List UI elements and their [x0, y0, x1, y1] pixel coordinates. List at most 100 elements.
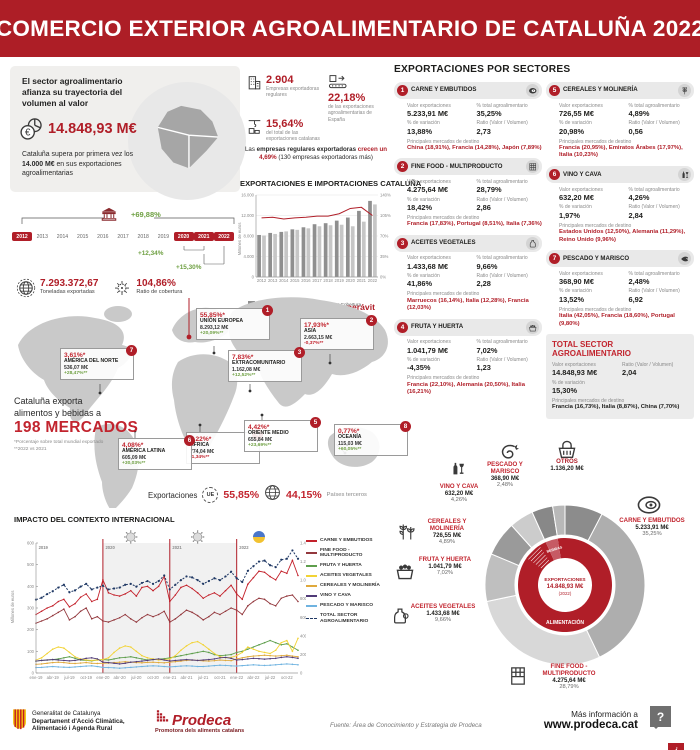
timeline-year: 2019 — [157, 233, 170, 240]
svg-text:2014: 2014 — [279, 278, 289, 283]
growth-2021: +12,34% — [138, 250, 164, 257]
donut-slice-value: 1.433,68 M€ — [426, 610, 460, 617]
field-label: % total agroalimentario — [476, 102, 528, 109]
svg-text:1.400: 1.400 — [300, 541, 306, 546]
senyera-shield-icon — [12, 708, 27, 735]
map-region-card: 3 7,83%* EXTRACOMUNITARIO 1.162,08 M€ +1… — [228, 347, 305, 383]
map-region-card: 5 4,42%* ORIENTE MEDIO 655,84 M€ +23,69%… — [244, 417, 321, 453]
region-number-badge: 7 — [126, 345, 137, 356]
field-label: Valor exportaciones — [559, 270, 603, 277]
sector-card: 5 CEREALES Y MOLINERÍA Valor exportacion… — [546, 82, 694, 160]
crane-hook-icon — [246, 118, 263, 142]
svg-text:8.000: 8.000 — [244, 234, 255, 239]
donut-slice-value: 1.136,20 M€ — [550, 465, 584, 472]
tonnes-exported: 7.293.372,67 — [40, 278, 99, 289]
region-name: ORIENTE MEDIO — [248, 430, 289, 436]
sector-share: 4,26% — [628, 192, 650, 202]
svg-text:jul-22: jul-22 — [264, 675, 276, 680]
sector-name: FRUTA Y HUERTA — [411, 323, 464, 331]
donut-slice-pct: 4,26% — [450, 496, 468, 503]
svg-text:abr-22: abr-22 — [247, 675, 260, 680]
svg-text:1.200: 1.200 — [300, 559, 306, 564]
sector-export-value: 1.041,79 M€ — [407, 345, 449, 355]
sector-markets: Francia (20,95%), Emiratos Árabes (17,97… — [559, 144, 683, 159]
region-growth: +20,09%** — [200, 330, 224, 336]
donut-label-finefood: FINE FOOD - MULTIPRODUCTO 4.275,64 M€ 28… — [528, 663, 610, 689]
sector-export-value: 1.433,68 M€ — [407, 261, 449, 271]
legend-swatch — [306, 539, 317, 542]
timeline-year: 2014 — [56, 233, 69, 240]
legend-swatch — [306, 618, 317, 620]
field-label: Ratio (Valor / Volumen) — [622, 361, 674, 368]
region-export-share: 3,61%* — [64, 352, 86, 359]
svg-text:1.000: 1.000 — [300, 578, 306, 583]
sector-export-value: 726,55 M€ — [559, 108, 594, 118]
region-export-share: 4,08%* — [122, 442, 144, 449]
sector-ratio: 0,56 — [628, 126, 643, 136]
svg-text:Millones de euros: Millones de euros — [238, 223, 242, 256]
building-icon — [246, 74, 263, 96]
coverage-gauge-icon — [112, 278, 132, 303]
companies-panel: 2.904 Empresas exportadoras regulares 22… — [246, 74, 392, 184]
svg-text:14.848,93 M€: 14.848,93 M€ — [547, 584, 584, 590]
sector-header: 3 ACEITES VEGETALES — [394, 234, 542, 252]
sector-number-badge: 7 — [549, 253, 560, 265]
trade-chart-title: EXPORTACIONES E IMPORTACIONES CATALUÑA — [240, 179, 422, 188]
region-name: OCEANÍA — [338, 434, 362, 440]
markets-line1: Cataluña exporta — [14, 396, 83, 406]
coverage-label: Ratio de cobertura — [136, 289, 183, 295]
sector-markets: China (18,91%), Francia (14,28%), Japón … — [407, 144, 542, 151]
sector-header: 6 VINO Y CAVA — [546, 166, 694, 184]
field-label: Ratio (Valor / Volumen) — [628, 288, 680, 295]
field-label: Valor exportaciones — [407, 102, 451, 109]
total-markets: Francia (16,73%), Italia (8,87%), China … — [552, 404, 680, 411]
website-link[interactable]: www.prodeca.cat — [543, 719, 638, 731]
donut-label-otros: OTROS 1.136,20 M€ — [538, 458, 596, 472]
generalitat-line1: Generalitat de Catalunya — [32, 709, 101, 717]
info-bubble-icon[interactable]: i — [668, 743, 684, 750]
timeline-year: 2013 — [36, 233, 48, 240]
third-countries-pct: 44,15% — [286, 489, 322, 501]
sector-number-badge: 5 — [549, 85, 560, 96]
svg-text:oct-21: oct-21 — [214, 675, 226, 680]
pallet-box-icon — [508, 666, 528, 690]
sector-name: FINE FOOD - MULTIPRODUCTO — [411, 162, 503, 170]
sector-name: CARNE Y EMBUTIDOS — [411, 86, 477, 94]
sector-header: 2 FINE FOOD - MULTIPRODUCTO — [394, 158, 542, 176]
prodeca-subtitle: Promotora dels aliments catalans — [155, 728, 245, 734]
intl-chart-legend: CARNE Y EMBUTIDOS FINE FOOD - MULTIPRODUC… — [306, 538, 392, 629]
region-name: ÁFRICA — [190, 442, 210, 448]
sector-header: 4 FRUTA Y HUERTA — [394, 318, 542, 336]
catalonia-share-label: del total de las exportaciones catalanas — [266, 130, 320, 143]
question-bubble-icon[interactable]: ? — [650, 706, 671, 729]
region-growth: -0,37%** — [304, 340, 324, 346]
sector-number-badge: 2 — [397, 161, 408, 173]
sector-variation: 1,97% — [559, 210, 580, 220]
field-label: Principales mercados de destino — [407, 375, 480, 382]
growth-note-post: (130 empresas exportadoras más) — [278, 154, 373, 162]
region-growth: +28,47%** — [64, 370, 88, 376]
donut-slice-pct: 4,89% — [438, 538, 456, 545]
timeline-bracket — [21, 217, 235, 224]
field-label: Valor exportaciones — [559, 186, 603, 193]
intl-legend-item: FRUTA Y HUERTA — [306, 563, 392, 568]
donut-label-carne: CARNE Y EMBUTIDOS 5.233,91 M€ 35,25% — [612, 517, 692, 537]
intro-headline: El sector agroalimentario afianza su tra… — [22, 76, 123, 108]
svg-text:300: 300 — [27, 606, 35, 611]
intl-context-chart: 0 100 200 300 400 500 600 0 200 400 600 800 1.000 1.2… — [10, 530, 306, 680]
svg-text:2016: 2016 — [301, 278, 311, 283]
donut-slice-value: 4.275,64 M€ — [552, 677, 586, 684]
timeline-year: 2016 — [97, 233, 109, 240]
intro-note-pre: Cataluña supera por primera vez los — [22, 151, 134, 158]
donut-slice-name: ACEITES VEGETALES — [410, 603, 476, 610]
region-name: AMÉRICA LATINA — [122, 448, 166, 454]
catalonia-map-circle — [128, 82, 246, 200]
basket-icon — [556, 438, 578, 458]
field-label: % de variación — [559, 120, 592, 127]
field-label: Principales mercados de destino — [407, 214, 480, 221]
coin-pie-icon: € — [19, 117, 43, 146]
svg-text:ALIMENTACIÓN: ALIMENTACIÓN — [546, 618, 584, 626]
sector-variation: 13,52% — [559, 294, 585, 304]
sector-share: 2,48% — [628, 276, 650, 286]
region-growth: +12,52%** — [232, 372, 256, 378]
